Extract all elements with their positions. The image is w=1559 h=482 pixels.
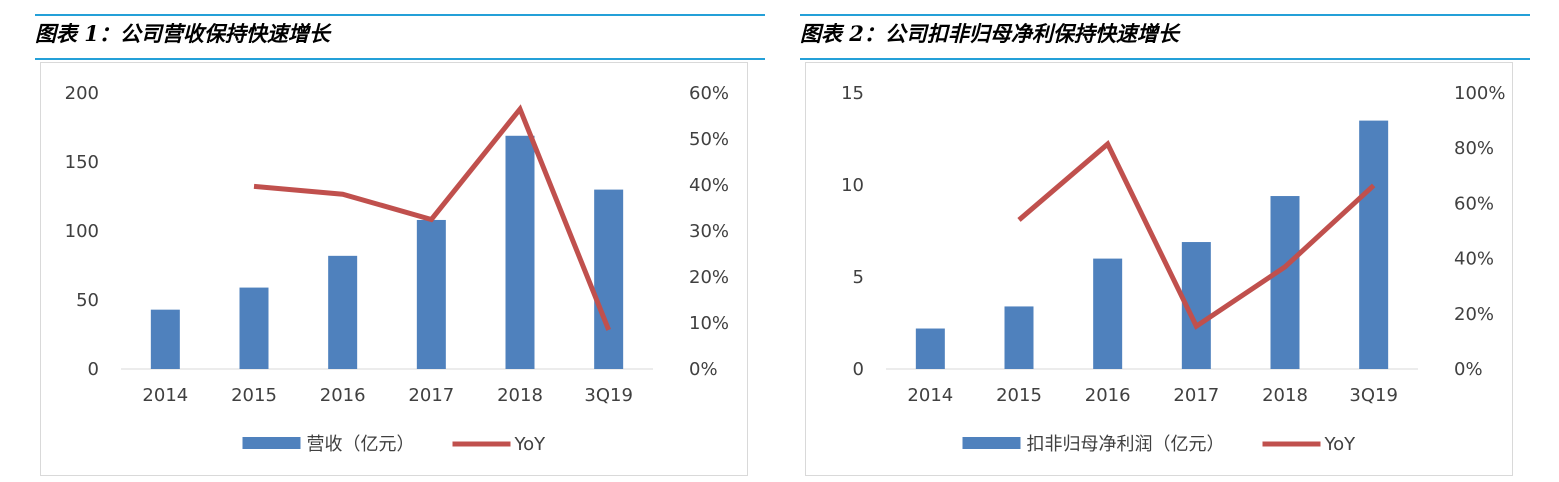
y-left-tick-label: 15	[841, 83, 864, 104]
y-right-tick-label: 40%	[1454, 249, 1494, 270]
y-right-tick-label: 30%	[689, 221, 729, 242]
bar	[1270, 196, 1300, 369]
chart-panel-2: 图表 2：公司扣非归母净利保持快速增长 0 5 10 15 0% 20% 40% 60% 80%…	[800, 0, 1530, 482]
y-left-tick-label: 150	[65, 152, 99, 173]
bar	[150, 309, 180, 369]
x-tick-label: 3Q19	[1349, 385, 1398, 406]
title-top-rule	[35, 14, 765, 16]
combo-chart: 0 50 100 150 200 0% 10% 20% 30% 40% 50% 60% 2014 2015…	[65, 83, 729, 455]
bar	[505, 135, 535, 369]
x-tick-label: 2017	[1173, 385, 1219, 406]
y-right-tick-label: 50%	[689, 129, 729, 150]
bar	[1004, 306, 1034, 369]
x-tick-label: 2016	[1085, 385, 1131, 406]
chart-panel-1: 图表 1：公司营收保持快速增长 0 50 100 150 200 0% 10% 20% 30% 4…	[35, 0, 765, 482]
legend-line-label: YoY	[1324, 434, 1357, 455]
title-top-rule	[800, 14, 1530, 16]
chart-frame: 0 5 10 15 0% 20% 40% 60% 80% 100% 2014 2015 2016 2017…	[805, 62, 1513, 476]
legend-line-label: YoY	[514, 434, 547, 455]
legend-bar-swatch	[242, 437, 301, 449]
bar	[328, 255, 358, 369]
y-left-tick-label: 50	[76, 290, 99, 311]
x-tick-label: 2014	[142, 385, 188, 406]
y-left-tick-label: 0	[88, 359, 99, 380]
x-tick-label: 2016	[320, 385, 366, 406]
x-tick-label: 2015	[996, 385, 1042, 406]
x-tick-label: 2018	[497, 385, 543, 406]
bar	[594, 189, 624, 369]
yoy-line	[253, 104, 611, 331]
yoy-line	[1017, 140, 1376, 330]
y-right-tick-label: 10%	[689, 313, 729, 334]
x-tick-label: 3Q19	[584, 385, 633, 406]
y-left-tick-label: 0	[853, 359, 864, 380]
bar	[1093, 258, 1123, 369]
y-right-tick-label: 20%	[1454, 304, 1494, 325]
combo-chart: 0 5 10 15 0% 20% 40% 60% 80% 100% 2014 2015 2016 2017…	[841, 83, 1505, 455]
y-left-tick-label: 200	[65, 83, 99, 104]
y-right-tick-label: 40%	[689, 175, 729, 196]
x-tick-label: 2015	[231, 385, 277, 406]
y-left-tick-label: 100	[65, 221, 99, 242]
x-tick-label: 2014	[907, 385, 953, 406]
bar	[239, 287, 269, 369]
y-right-tick-label: 0%	[1454, 359, 1483, 380]
bar	[915, 328, 945, 369]
y-right-tick-label: 20%	[689, 267, 729, 288]
y-right-tick-label: 80%	[1454, 138, 1494, 159]
bar	[416, 219, 446, 369]
legend-bar-label: 营收（亿元）	[307, 434, 415, 455]
y-right-tick-label: 60%	[1454, 193, 1494, 214]
x-tick-label: 2017	[408, 385, 454, 406]
title-bottom-rule	[800, 58, 1530, 60]
y-left-tick-label: 5	[853, 267, 864, 288]
legend-bar-label: 扣非归母净利润（亿元）	[1027, 434, 1225, 455]
bar	[1359, 120, 1389, 369]
y-right-tick-label: 0%	[689, 359, 718, 380]
legend-bar-swatch	[962, 437, 1021, 449]
y-left-tick-label: 10	[841, 175, 864, 196]
y-right-tick-label: 60%	[689, 83, 729, 104]
chart-title: 图表 1：公司营收保持快速增长	[35, 21, 330, 46]
title-bottom-rule	[35, 58, 765, 60]
y-right-tick-label: 100%	[1454, 83, 1505, 104]
chart-title: 图表 2：公司扣非归母净利保持快速增长	[800, 21, 1179, 46]
x-tick-label: 2018	[1262, 385, 1308, 406]
chart-frame: 0 50 100 150 200 0% 10% 20% 30% 40% 50% 60% 2014 2015…	[40, 62, 748, 476]
